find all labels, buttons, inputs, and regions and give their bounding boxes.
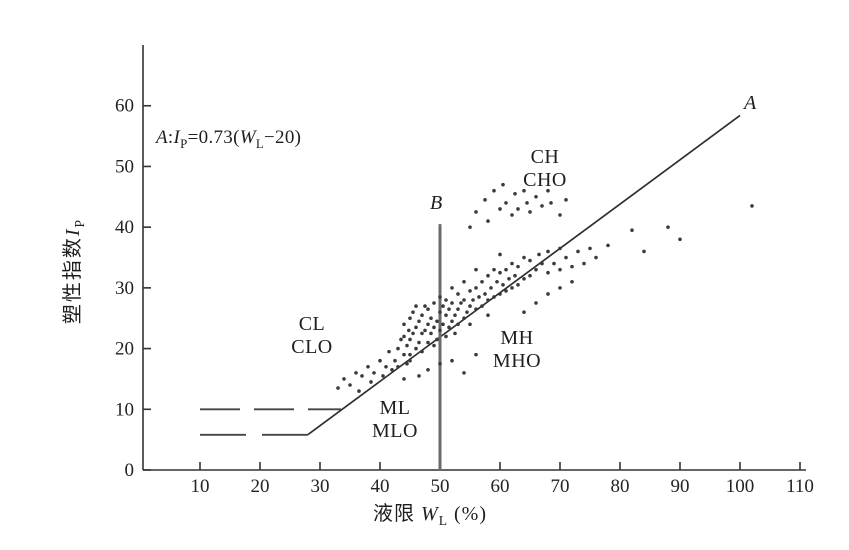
svg-text:40: 40	[115, 217, 134, 238]
zone-label-ch: CH CHO	[523, 146, 567, 191]
y-axis-title: 塑性指数IP	[62, 217, 87, 325]
svg-text:110: 110	[786, 476, 814, 497]
svg-text:30: 30	[115, 278, 134, 299]
zone-label-cl: CL CLO	[291, 313, 333, 358]
svg-text:10: 10	[115, 399, 134, 420]
svg-text:100: 100	[726, 476, 755, 497]
svg-text:60: 60	[491, 476, 510, 497]
zone-label-mh: MH MHO	[492, 327, 542, 372]
equation-text: A	[156, 127, 168, 148]
svg-text:20: 20	[251, 476, 270, 497]
svg-text:50: 50	[115, 156, 134, 177]
svg-text:90: 90	[671, 476, 690, 497]
svg-text:50: 50	[431, 476, 450, 497]
svg-text:20: 20	[115, 339, 134, 360]
svg-text:0: 0	[125, 460, 135, 481]
svg-text:10: 10	[191, 476, 210, 497]
zone-label-ml: ML MLO	[372, 397, 418, 442]
x-axis-title: 液限 WL (%)	[373, 503, 487, 528]
svg-text:30: 30	[311, 476, 330, 497]
svg-text:80: 80	[611, 476, 630, 497]
b-line-label: B	[430, 192, 443, 214]
a-line-equation: A:IP=0.73(WL−20)	[156, 127, 302, 151]
svg-text:70: 70	[551, 476, 570, 497]
svg-text:60: 60	[115, 96, 134, 117]
a-line-label: A	[744, 92, 757, 114]
svg-text:40: 40	[371, 476, 390, 497]
